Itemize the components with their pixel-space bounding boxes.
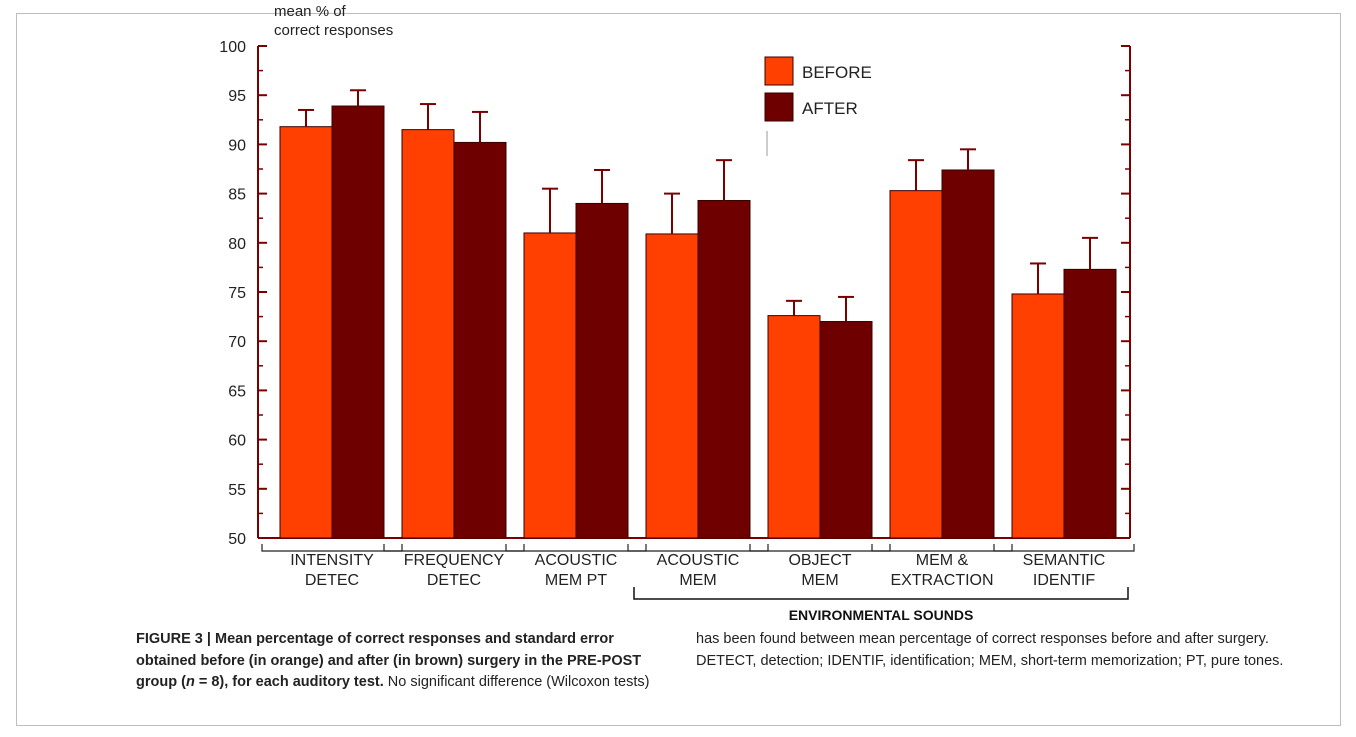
bar-after [1063, 268, 1117, 539]
figure-caption-right: has been found between mean percentage o… [696, 631, 1284, 669]
bar-before [1011, 293, 1065, 539]
bar-before [767, 315, 821, 539]
category-bracket [627, 544, 769, 552]
caption-title: FIGURE 3 | Mean percentage of correct re… [136, 631, 642, 690]
legend-swatch-before [764, 56, 794, 86]
y-tick-label: 85 [228, 187, 246, 204]
caption-n-symbol: n [185, 674, 195, 690]
category-label: OBJECT MEM [788, 552, 851, 589]
bar-before [889, 190, 943, 539]
y-tick-label: 75 [228, 285, 246, 302]
category-label: ACOUSTIC MEM [657, 552, 740, 589]
y-tick-label: 60 [228, 433, 246, 450]
y-tick-label: 95 [228, 88, 246, 105]
y-tick-label: 80 [228, 236, 246, 253]
y-tick-label: 90 [228, 137, 246, 154]
bar-after [453, 141, 507, 539]
bar-before [401, 129, 455, 539]
figure-frame [16, 13, 1341, 726]
category-bracket [383, 544, 525, 552]
category-label: SEMANTIC IDENTIF [1023, 552, 1106, 589]
y-tick-label: 50 [228, 531, 246, 548]
y-axis-label: mean % of correct responses [274, 3, 393, 39]
category-bracket [993, 544, 1135, 552]
category-label: FREQUENCY DETEC [404, 552, 505, 589]
caption-body-left: No significant difference (Wilcoxon test… [383, 674, 650, 690]
bar-before [645, 233, 699, 539]
bar-after [697, 199, 751, 539]
legend-swatch-after [764, 92, 794, 122]
y-tick-label: 55 [228, 482, 246, 499]
legend-label-after: AFTER [802, 99, 858, 118]
category-bracket [749, 544, 891, 552]
bar-before [523, 232, 577, 539]
group-bracket [633, 587, 1129, 600]
bar-after [575, 202, 629, 539]
bar-after [819, 321, 873, 539]
bar-after [331, 105, 385, 539]
category-bracket [261, 544, 403, 552]
group-label: ENVIRONMENTAL SOUNDS [789, 607, 974, 623]
figure-caption-left: FIGURE 3 | Mean percentage of correct re… [136, 629, 666, 694]
category-label: ACOUSTIC MEM PT [535, 552, 618, 589]
category-label: INTENSITY DETEC [290, 552, 374, 589]
bar-after [941, 169, 995, 539]
legend-label-before: BEFORE [802, 63, 872, 82]
y-tick-label: 65 [228, 383, 246, 400]
bar-chart: 50 55 60 65 70 75 80 85 90 95 100 mean % of correct … [219, 3, 1135, 623]
category-bracket [505, 544, 647, 552]
bar-before [279, 126, 333, 539]
category-bracket [871, 544, 1013, 552]
category-label: MEM & EXTRACTION [890, 552, 993, 589]
y-tick-label: 70 [228, 334, 246, 351]
y-tick-label: 100 [219, 39, 246, 56]
caption-title-end: = 8), for each auditory test. [194, 674, 384, 690]
